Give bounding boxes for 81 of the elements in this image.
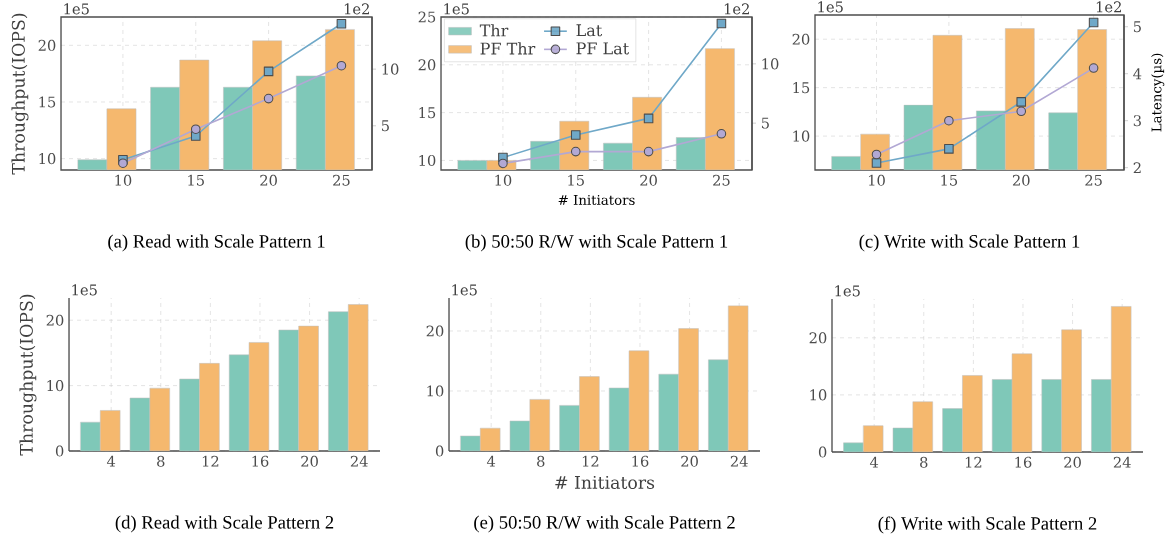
y2-tick-label: 3	[1133, 115, 1141, 127]
x-axis-title: # Initiators	[558, 194, 635, 205]
x-tick-label: 16	[1015, 456, 1032, 468]
x-tick-label: 20	[301, 455, 318, 467]
x-tick-label: 25	[1085, 174, 1102, 186]
x-tick-label: 20	[1012, 174, 1030, 186]
y-tick-label: 20	[809, 332, 827, 344]
text: 1e5	[444, 3, 469, 15]
x-tick-label: 8	[537, 455, 545, 467]
x-tick-label: 25	[333, 174, 350, 186]
y2-tick-label: 10	[382, 63, 399, 75]
y-tick-label: 20	[426, 325, 444, 337]
text: 1e5	[64, 3, 89, 15]
y-tick-label: 20	[418, 59, 436, 71]
y2-tick-label: 5	[381, 120, 389, 132]
y-tick-label: 25	[418, 11, 436, 23]
legend-label: PF Lat	[576, 42, 630, 55]
y-tick-label: 20	[46, 314, 64, 326]
y2-tick-label: 5	[1133, 21, 1141, 33]
x-tick-label: 16	[252, 455, 269, 467]
x-tick-label: 8	[920, 456, 928, 468]
x-tick-label: 20	[260, 174, 277, 186]
text: 1e2	[1096, 1, 1121, 13]
x-tick-label: 12	[202, 455, 219, 467]
y-tick-label: 10	[793, 130, 810, 142]
x-tick-label: 20	[1064, 456, 1081, 468]
text: (e) 50:50 R/W with Scale Pattern 2	[474, 515, 735, 533]
x-tick-label: 24	[1113, 456, 1131, 468]
y-tick-label: 0	[818, 446, 827, 458]
y-tick-label: 0	[55, 445, 64, 457]
y-tick-label: 20	[792, 33, 810, 45]
y-tick-label: 15	[39, 96, 56, 108]
x-tick-label: 12	[965, 456, 982, 468]
y-tick-label: 15	[793, 82, 810, 94]
x-tick-label: 24	[730, 455, 748, 467]
x-tick-label: 4	[486, 455, 496, 467]
y-tick-label: 15	[419, 107, 436, 119]
x-tick-label: 20	[681, 455, 698, 467]
x-tick-label: 15	[568, 174, 584, 186]
text: 1e2	[344, 3, 369, 15]
x-tick-label: 4	[106, 455, 116, 467]
x-axis-title: # Initiators	[555, 475, 655, 489]
x-tick-label: 12	[582, 455, 599, 467]
y-tick-label: 10	[47, 380, 64, 392]
x-tick-label: 10	[868, 174, 885, 186]
text: (f) Write with Scale Pattern 2	[878, 516, 1097, 534]
y2-axis-title: Latency(µs)	[1151, 53, 1165, 132]
x-tick-label: 8	[157, 455, 165, 467]
text: 1e5	[835, 285, 860, 297]
x-tick-label: 15	[941, 174, 958, 186]
x-tick-label: 15	[188, 174, 204, 186]
y-tick-label: 0	[435, 445, 444, 457]
x-tick-label: 20	[640, 174, 657, 186]
y-tick-label: 10	[419, 154, 436, 166]
y-tick-label: 10	[427, 385, 444, 397]
y2-tick-label: 10	[762, 58, 779, 70]
y2-tick-label: 2	[1133, 162, 1141, 174]
text: 1e5	[818, 1, 843, 13]
y-axis-title: Throughput(IOPS)	[11, 13, 29, 175]
text: 1e2	[724, 3, 749, 15]
text: 1e5	[72, 284, 97, 296]
y-tick-label: 20	[38, 39, 56, 51]
y2-tick-label: 5	[761, 117, 769, 129]
x-tick-label: 16	[632, 455, 649, 467]
x-tick-label: 24	[350, 455, 368, 467]
x-tick-label: 4	[869, 456, 879, 468]
y2-tick-label: 4	[1133, 68, 1142, 80]
x-tick-label: 25	[713, 174, 730, 186]
text: (b) 50:50 R/W with Scale Pattern 1	[465, 234, 728, 252]
text: (d) Read with Scale Pattern 2	[115, 515, 334, 533]
x-tick-label: 10	[115, 174, 132, 186]
y-tick-label: 10	[39, 153, 56, 165]
y-tick-label: 10	[810, 389, 827, 401]
legend-label: Thr	[479, 24, 509, 37]
x-tick-label: 10	[495, 174, 512, 186]
text: 1e5	[452, 284, 477, 296]
legend-label: PF Thr	[480, 42, 536, 55]
legend-label: Lat	[576, 24, 603, 37]
y-axis-title: Throughput(IOPS)	[19, 294, 37, 456]
text: (c) Write with Scale Pattern 1	[859, 234, 1080, 252]
text: (a) Read with Scale Pattern 1	[108, 234, 325, 252]
